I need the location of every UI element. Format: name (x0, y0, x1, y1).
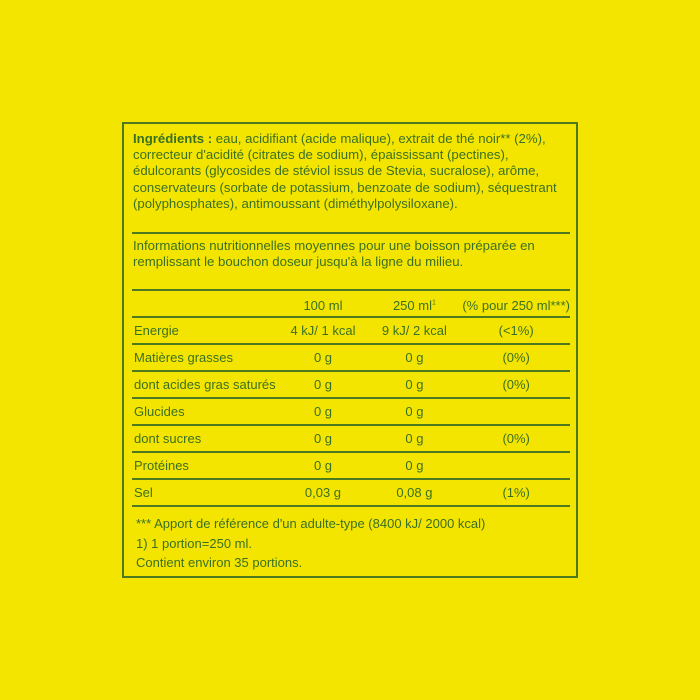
nutrient-name: Energie (132, 317, 280, 345)
nutrient-value: (0%) (462, 371, 570, 399)
nutrient-value: (<1%) (462, 317, 570, 345)
nutrient-name: dont sucres (132, 425, 280, 453)
ingredients-label: Ingrédients : (133, 131, 213, 146)
nutrient-name: Protéines (132, 452, 280, 480)
nutrient-value: 0 g (366, 398, 463, 426)
nutrient-value: 0 g (366, 425, 463, 453)
table-header-cell: 250 ml1 (366, 294, 463, 318)
nutrient-value: 0 g (279, 452, 367, 480)
footnote-portion: 1) 1 portion=250 ml. (136, 535, 252, 551)
ingredients-text: Ingrédients : eau, acidifiant (acide mal… (133, 131, 573, 212)
nutrient-value (462, 398, 570, 426)
nutrient-value: 0 g (279, 344, 367, 372)
nutrient-value: 0 g (366, 344, 463, 372)
nutrient-value: (0%) (462, 425, 570, 453)
divider (132, 289, 570, 291)
nutrition-info-intro: Informations nutritionnelles moyennes po… (133, 238, 535, 270)
divider (132, 232, 570, 234)
nutrient-value: 9 kJ/ 2 kcal (366, 317, 463, 345)
table-header-cell: 100 ml (279, 294, 367, 318)
nutrient-value: (0%) (462, 344, 570, 372)
table-header-cell (132, 294, 280, 318)
nutrient-value: 0 g (279, 425, 367, 453)
table-row: Sel 0,03 g 0,08 g (1%) (132, 479, 570, 507)
nutrient-value: 0,03 g (279, 479, 367, 507)
table-header-row: 100 ml 250 ml1 (% pour 250 ml***) (132, 294, 570, 318)
nutrient-value: 0 g (279, 371, 367, 399)
nutrient-name: Glucides (132, 398, 280, 426)
nutrient-value: 4 kJ/ 1 kcal (279, 317, 367, 345)
table-header-cell: (% pour 250 ml***) (462, 294, 570, 318)
nutrition-label: Ingrédients : eau, acidifiant (acide mal… (122, 122, 578, 578)
nutrition-table: 100 ml 250 ml1 (% pour 250 ml***) Energie 4 … (132, 294, 570, 507)
nutrient-value: (1%) (462, 479, 570, 507)
ingredients-list: eau, acidifiant (acide malique), extrait… (133, 131, 557, 211)
table-row: Energie 4 kJ/ 1 kcal 9 kJ/ 2 kcal (<1%) (132, 317, 570, 345)
header-footnote-marker: 1 (431, 299, 436, 307)
footnote-portion-count: Contient environ 35 portions. (136, 555, 303, 570)
footnote-reference-intake: *** Apport de référence d'un adulte-type… (136, 516, 486, 531)
nutrient-name: dont acides gras saturés (132, 371, 280, 399)
nutrient-value: 0 g (366, 371, 463, 399)
nutrient-value: 0,08 g (366, 479, 463, 507)
nutrient-value (462, 452, 570, 480)
footnotes: *** Apport de référence d'un adulte-type… (136, 514, 485, 573)
nutrient-name: Sel (132, 479, 280, 507)
nutrient-name: Matières grasses (132, 344, 280, 372)
nutrient-value: 0 g (279, 398, 367, 426)
nutrient-value: 0 g (366, 452, 463, 480)
